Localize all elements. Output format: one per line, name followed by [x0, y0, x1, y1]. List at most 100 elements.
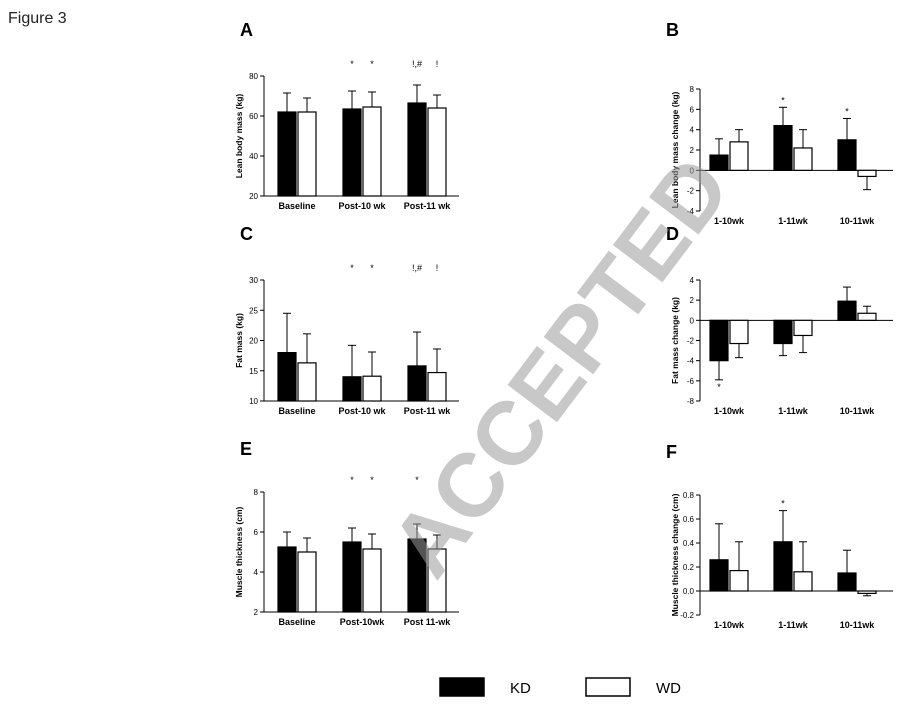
bar-wd [857, 312, 877, 321]
legend-label-kd: KD [510, 680, 531, 697]
bar-wd [793, 319, 813, 337]
x-tick-label: 1-11wk [778, 620, 809, 630]
panel-c: C 10 15 20 25 30 Fat mass (kg) Baseline Post-10 … [234, 224, 459, 416]
bar-wd [793, 571, 813, 592]
x-tick-label: 10-11wk [840, 620, 876, 630]
bar-kd [837, 300, 857, 321]
x-tick-label: Post-10wk [340, 617, 386, 627]
y-tick-label: 6 [690, 105, 695, 114]
y-tick-label: 60 [249, 112, 258, 121]
x-tick-label: Post 11-wk [404, 617, 452, 627]
y-tick-label: 20 [249, 192, 258, 201]
legend-swatch-kd [439, 677, 485, 697]
significance-marker: !,# [412, 59, 422, 69]
x-tick-label: Post-11 wk [404, 201, 452, 211]
y-axis-label: Fat mass (kg) [234, 313, 244, 368]
y-tick-label: 25 [249, 306, 258, 315]
y-tick-label: -6 [687, 377, 695, 386]
x-tick-label: 10-11wk [840, 216, 876, 226]
bar-kd [837, 572, 857, 592]
bar-kd [277, 546, 297, 613]
panel-letter: B [666, 20, 679, 40]
significance-marker: * [350, 59, 354, 69]
y-tick-label: 80 [249, 72, 258, 81]
y-tick-label: 2 [690, 146, 695, 155]
bar-wd [729, 319, 749, 345]
significance-marker: * [781, 95, 785, 105]
panel-letter: E [240, 439, 252, 459]
y-tick-label: 0.8 [683, 491, 695, 500]
x-tick-label: 10-11wk [840, 406, 876, 416]
panel-d: D -8 -6 -4 -2 0 2 4 Fat mass change (kg) 1-10wk 1-… [666, 224, 893, 416]
bar-wd [427, 371, 447, 402]
bar-kd [277, 111, 297, 197]
y-tick-label: -4 [687, 357, 695, 366]
y-tick-label: 0 [690, 166, 695, 175]
y-tick-label: -0.2 [680, 611, 694, 620]
bar-wd [857, 169, 877, 178]
bar-wd [297, 111, 317, 197]
significance-marker: ! [436, 59, 439, 69]
panel-letter: A [240, 20, 253, 40]
x-tick-label: 1-10wk [714, 620, 745, 630]
x-tick-label: Post-10 wk [338, 201, 386, 211]
y-tick-label: 4 [254, 568, 259, 577]
x-tick-label: Post-10 wk [338, 406, 386, 416]
y-tick-label: -8 [687, 397, 695, 406]
x-tick-label: 1-11wk [778, 216, 809, 226]
x-tick-label: 1-10wk [714, 406, 745, 416]
significance-marker: * [370, 59, 374, 69]
y-tick-label: 15 [249, 367, 258, 376]
y-tick-label: 2 [254, 608, 259, 617]
significance-marker: * [781, 499, 785, 509]
y-tick-label: 0.2 [683, 563, 695, 572]
x-tick-label: Baseline [278, 406, 315, 416]
x-tick-label: 1-11wk [778, 406, 809, 416]
panel-a: A 20 40 60 80 Lean body mass (kg) Baseline Post… [234, 20, 459, 211]
bar-kd [407, 365, 427, 402]
panel-letter: D [666, 224, 679, 244]
y-tick-label: 6 [254, 528, 259, 537]
bar-wd [297, 551, 317, 613]
y-tick-label: 4 [690, 276, 695, 285]
x-tick-label: Baseline [278, 617, 315, 627]
bar-wd [362, 106, 382, 197]
y-axis-label: Muscle thickness change (cm) [670, 493, 680, 616]
significance-marker: ! [436, 263, 439, 273]
bar-kd [709, 319, 729, 362]
y-axis-label: Lean body mass (kg) [234, 94, 244, 179]
panel-b: B -4 -2 0 2 4 6 8 Lean body mass change (kg) 1-10… [666, 20, 893, 226]
y-tick-label: 40 [249, 152, 258, 161]
y-tick-label: -2 [687, 187, 695, 196]
y-axis-label: Lean body mass change (kg) [670, 91, 680, 208]
bar-kd [342, 108, 362, 197]
y-tick-label: 8 [690, 85, 695, 94]
bar-kd [773, 541, 793, 592]
significance-marker: * [717, 382, 721, 392]
y-tick-label: 8 [254, 488, 259, 497]
significance-marker: * [370, 263, 374, 273]
bar-kd [709, 154, 729, 171]
panel-e: E 2 4 6 8 Muscle thickness (cm) Baseline Post-1… [234, 439, 459, 627]
legend-label-wd: WD [656, 680, 681, 697]
y-tick-label: -4 [687, 207, 695, 216]
y-tick-label: 4 [690, 126, 695, 135]
bar-wd [427, 107, 447, 197]
bar-kd [407, 102, 427, 197]
significance-marker: * [415, 475, 419, 485]
bar-kd [773, 319, 793, 345]
bar-kd [837, 139, 857, 171]
y-axis-label: Fat mass change (kg) [670, 297, 680, 384]
bar-kd [342, 541, 362, 613]
y-tick-label: 2 [690, 296, 695, 305]
bar-wd [793, 147, 813, 171]
panel-letter: C [240, 224, 253, 244]
significance-marker: * [350, 263, 354, 273]
y-tick-label: 20 [249, 337, 258, 346]
x-tick-label: Baseline [278, 201, 315, 211]
y-axis-label: Muscle thickness (cm) [234, 506, 244, 597]
bar-wd [297, 362, 317, 402]
bar-kd [773, 124, 793, 171]
y-tick-label: 0 [690, 316, 695, 325]
figure-label: Figure 3 [8, 10, 67, 27]
